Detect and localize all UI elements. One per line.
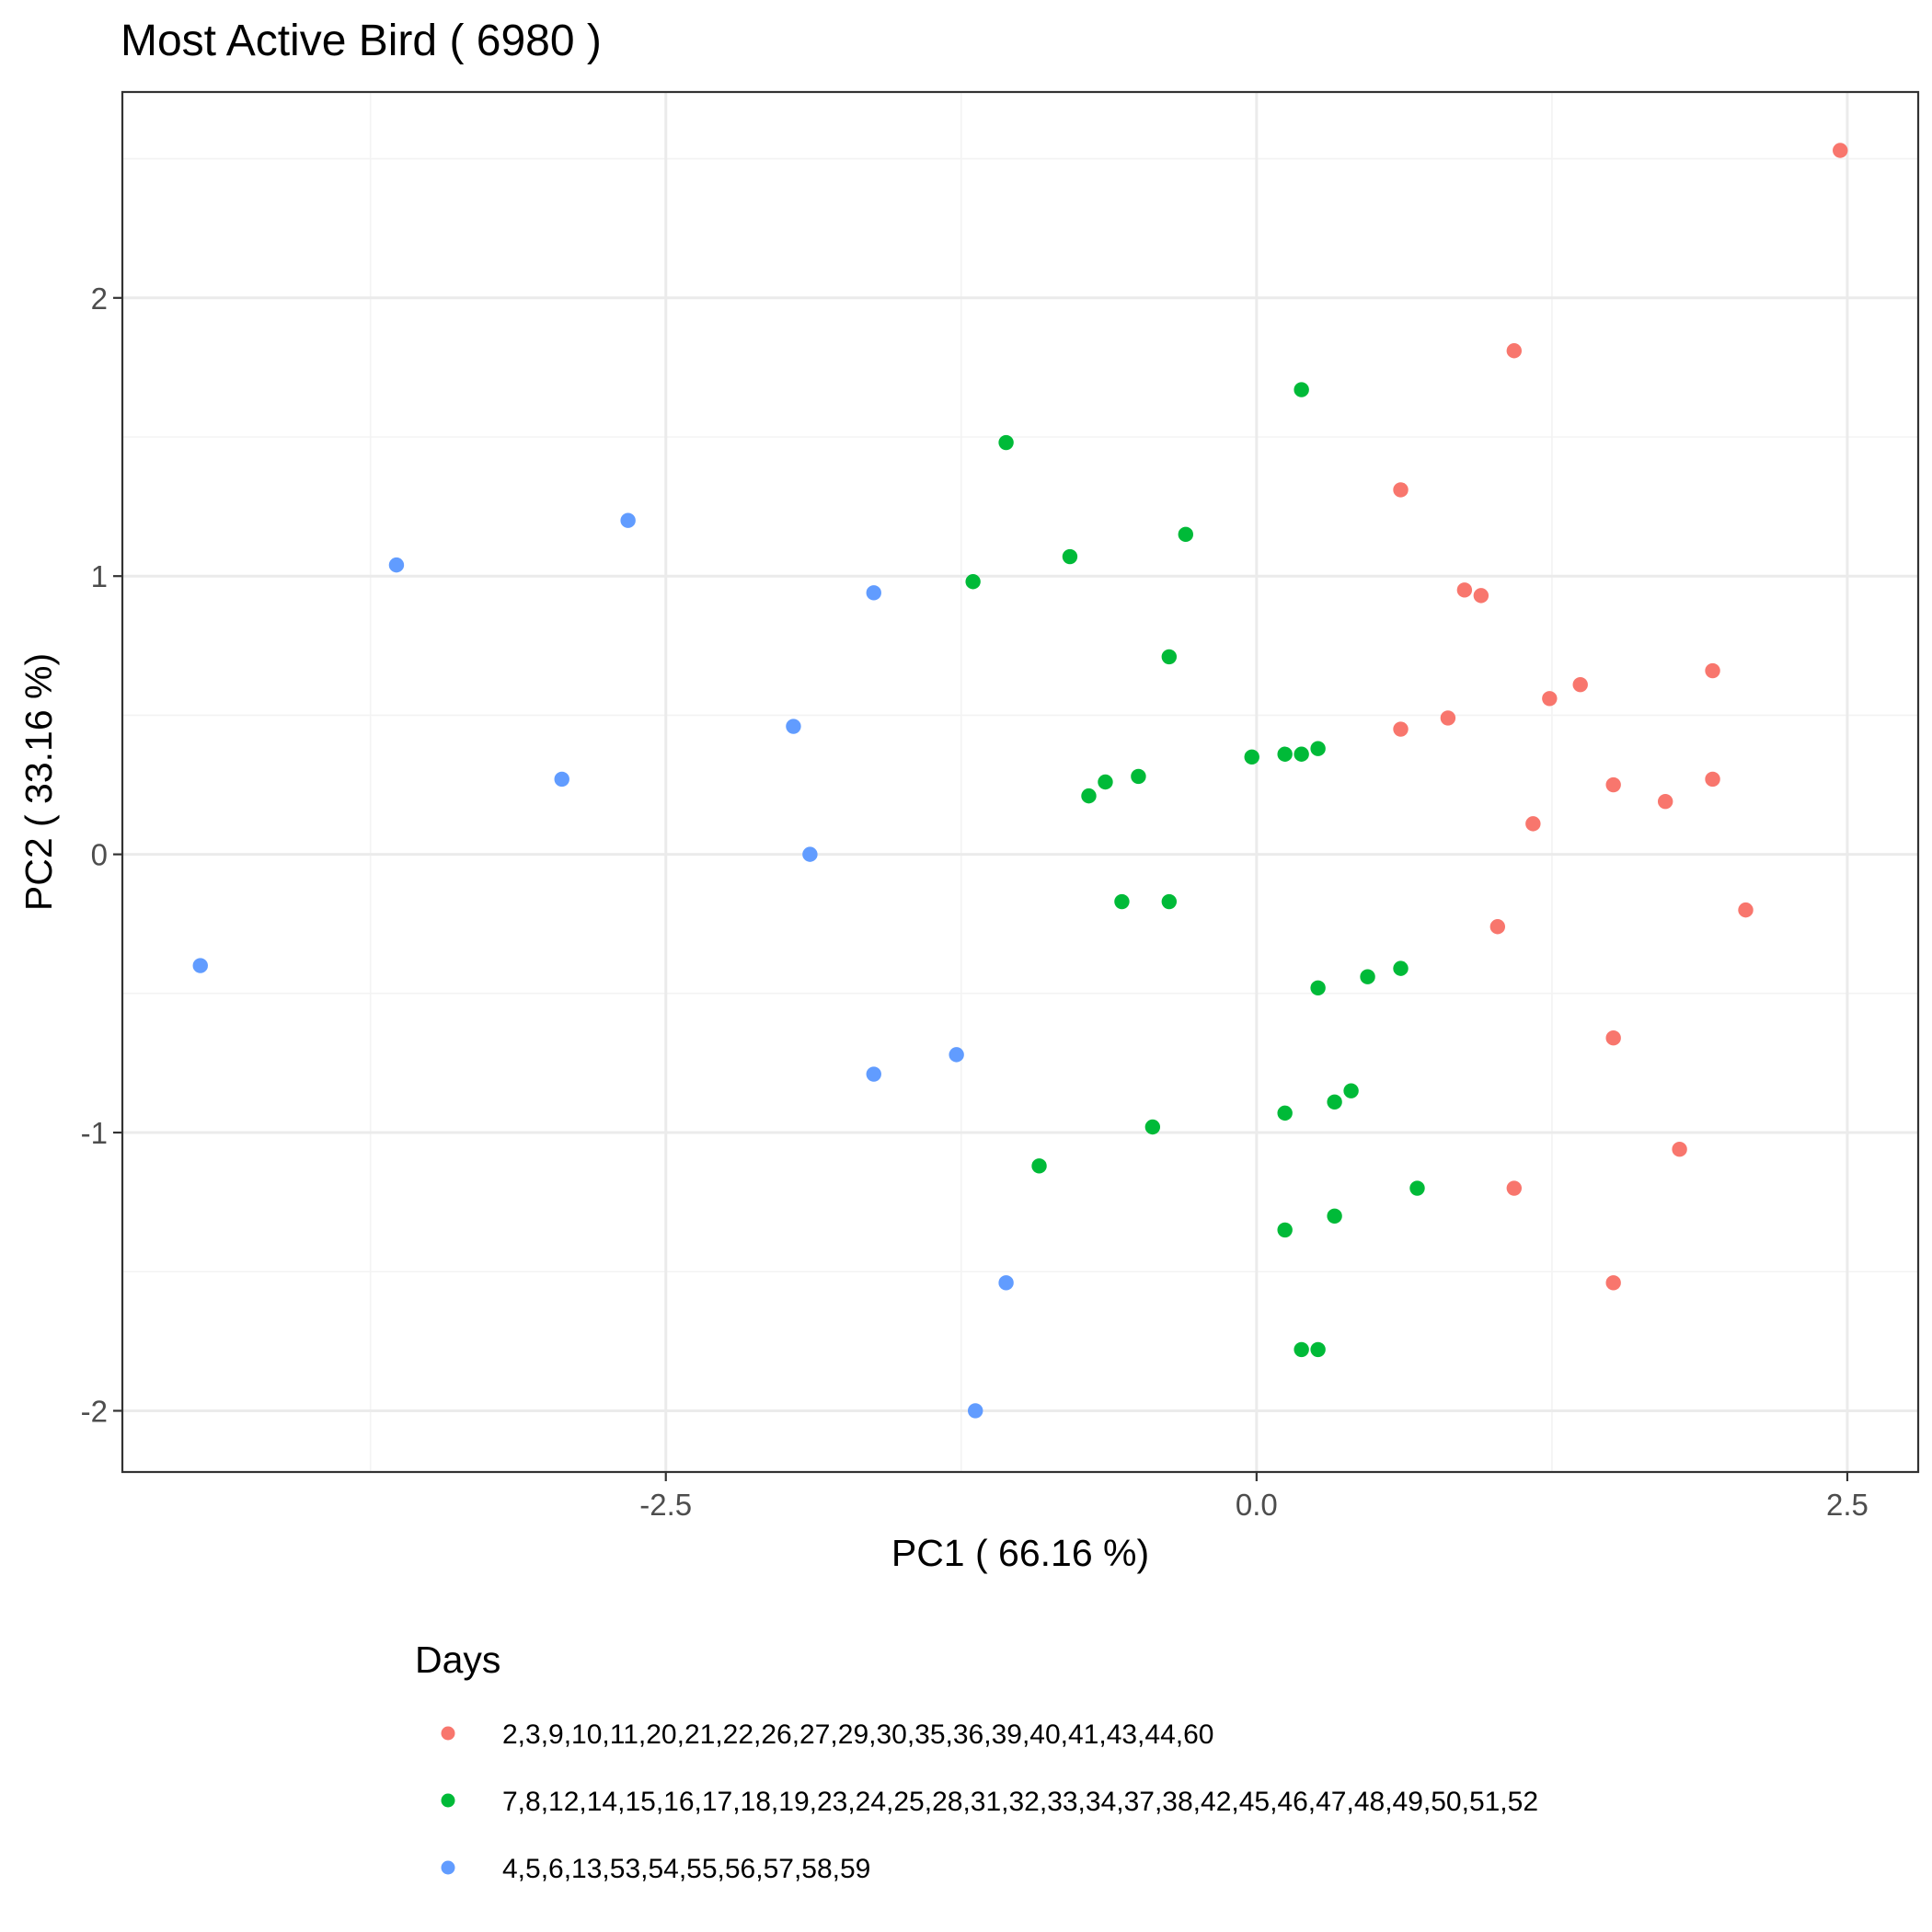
data-point-series-1 (1489, 919, 1506, 935)
data-point-series-3 (968, 1403, 983, 1419)
y-axis-title: PC2 ( 33.16 %) (17, 653, 60, 911)
data-point-series-1 (1657, 793, 1673, 810)
data-point-series-3 (192, 958, 208, 973)
data-point-series-2 (1409, 1180, 1425, 1196)
legend-label-series-3: 4,5,6,13,53,54,55,56,57,58,59 (502, 1854, 870, 1884)
data-point-series-1 (1506, 343, 1523, 359)
y-tick-label: -2 (81, 1394, 108, 1428)
data-point-series-2 (1294, 746, 1309, 762)
data-point-series-2 (1393, 960, 1409, 976)
data-point-series-1 (1542, 691, 1558, 707)
data-point-series-2 (1098, 774, 1113, 790)
data-point-series-1 (1506, 1180, 1523, 1196)
data-points (192, 143, 1848, 1419)
data-point-series-1 (1393, 721, 1409, 737)
data-point-series-2 (1277, 1105, 1293, 1121)
y-tick-label: -1 (81, 1116, 108, 1150)
data-point-series-3 (802, 846, 818, 862)
data-point-series-2 (1294, 382, 1309, 397)
data-point-series-2 (1114, 893, 1130, 910)
chart-title: Most Active Bird ( 6980 ) (121, 17, 602, 65)
plot-panel-border (121, 90, 1920, 1474)
legend-label-series-1: 2,3,9,10,11,20,21,22,26,27,29,30,35,36,3… (502, 1719, 1213, 1750)
x-tick-label: -2.5 (639, 1488, 692, 1522)
data-point-series-1 (1833, 143, 1848, 158)
y-tick-label: 0 (91, 838, 108, 872)
data-point-series-2 (1277, 1222, 1293, 1238)
data-point-series-3 (998, 1275, 1014, 1291)
data-point-series-1 (1572, 676, 1588, 693)
data-point-series-2 (1310, 1341, 1326, 1358)
data-point-series-2 (965, 574, 981, 590)
data-point-series-3 (866, 585, 881, 601)
y-tick-label: 1 (91, 559, 108, 593)
legend: Days 2,3,9,10,11,20,21,22,26,27,29,30,35… (415, 1639, 1538, 1884)
data-point-series-1 (1525, 816, 1541, 832)
legend-items: 2,3,9,10,11,20,21,22,26,27,29,30,35,36,3… (441, 1719, 1538, 1884)
major-gridlines (122, 92, 1918, 1472)
data-point-series-2 (1161, 893, 1178, 910)
data-point-series-3 (786, 719, 801, 734)
x-tick-label: 0.0 (1236, 1488, 1278, 1522)
data-point-series-2 (1131, 768, 1146, 785)
x-tick-label: 2.5 (1826, 1488, 1869, 1522)
legend-key-series-2 (441, 1793, 455, 1808)
data-point-series-1 (1738, 902, 1754, 918)
data-point-series-2 (1178, 526, 1193, 543)
data-point-series-3 (949, 1047, 964, 1063)
data-point-series-2 (998, 434, 1014, 451)
data-point-series-3 (554, 771, 569, 788)
data-point-series-1 (1473, 588, 1489, 604)
data-point-series-2 (1310, 741, 1326, 756)
data-point-series-1 (1440, 710, 1456, 726)
data-point-series-3 (620, 512, 636, 528)
data-point-series-1 (1705, 771, 1720, 788)
data-point-series-2 (1062, 548, 1078, 565)
data-point-series-3 (388, 557, 405, 573)
legend-key-series-1 (441, 1726, 455, 1741)
y-tick-label: 2 (91, 282, 108, 316)
data-point-series-1 (1605, 1275, 1621, 1291)
data-point-series-1 (1456, 582, 1473, 598)
data-point-series-2 (1244, 749, 1259, 765)
data-point-series-2 (1294, 1341, 1309, 1358)
data-point-series-1 (1605, 776, 1621, 793)
y-axis-ticks: -2 -1 0 1 2 (81, 282, 122, 1428)
data-point-series-2 (1081, 788, 1097, 804)
x-axis-title: PC1 ( 66.16 %) (891, 1532, 1149, 1574)
data-point-series-3 (866, 1066, 881, 1082)
data-point-series-2 (1161, 649, 1178, 665)
data-point-series-1 (1705, 662, 1720, 679)
data-point-series-1 (1605, 1030, 1621, 1046)
data-point-series-2 (1031, 1158, 1047, 1174)
data-point-series-2 (1343, 1083, 1359, 1098)
data-point-series-2 (1360, 969, 1375, 984)
legend-title: Days (415, 1639, 500, 1681)
minor-gridlines (122, 92, 1918, 1472)
x-axis-ticks: -2.5 0.0 2.5 (639, 1472, 1869, 1522)
data-point-series-2 (1277, 746, 1293, 762)
data-point-series-2 (1310, 980, 1326, 995)
data-point-series-1 (1672, 1141, 1687, 1157)
legend-label-series-2: 7,8,12,14,15,16,17,18,19,23,24,25,28,31,… (502, 1787, 1538, 1817)
data-point-series-2 (1327, 1208, 1342, 1224)
data-point-series-1 (1393, 482, 1409, 498)
data-point-series-2 (1144, 1119, 1161, 1135)
data-point-series-2 (1327, 1094, 1342, 1110)
legend-key-series-3 (441, 1860, 455, 1875)
